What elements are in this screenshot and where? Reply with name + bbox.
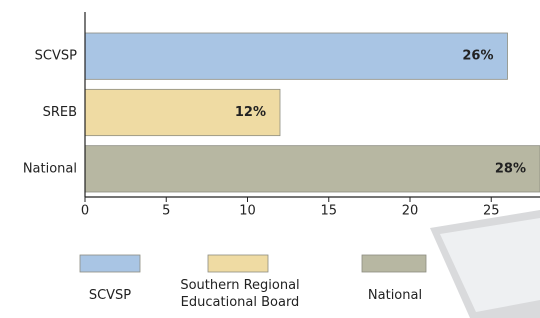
x-tick-label: 25 <box>483 204 500 219</box>
x-tick-label: 10 <box>239 204 256 219</box>
y-tick-label: National <box>23 161 77 176</box>
value-label: 12% <box>235 105 266 120</box>
bar <box>85 146 540 192</box>
x-tick-label: 5 <box>162 204 170 219</box>
x-tick-label: 20 <box>402 204 419 219</box>
legend-label: National <box>320 287 470 304</box>
x-tick-label: 0 <box>81 204 89 219</box>
legend-swatch <box>80 255 140 272</box>
y-tick-label: SCVSP <box>35 49 77 64</box>
x-tick-label: 15 <box>320 204 337 219</box>
chart: 0 5 10 15 20 25 SCVSP SREB National 26% 12% 28% <box>0 0 540 318</box>
legend-swatch <box>362 255 426 272</box>
value-label: 28% <box>495 161 526 176</box>
legend-swatch <box>208 255 268 272</box>
bar <box>85 33 508 79</box>
legend-label: Southern Regional Educational Board <box>170 277 310 311</box>
page: 0 5 10 15 20 25 SCVSP SREB National 26% 12% 28% SCV… <box>0 0 540 318</box>
value-label: 26% <box>462 49 493 64</box>
y-tick-label: SREB <box>43 105 77 120</box>
legend-label: SCVSP <box>35 287 185 304</box>
